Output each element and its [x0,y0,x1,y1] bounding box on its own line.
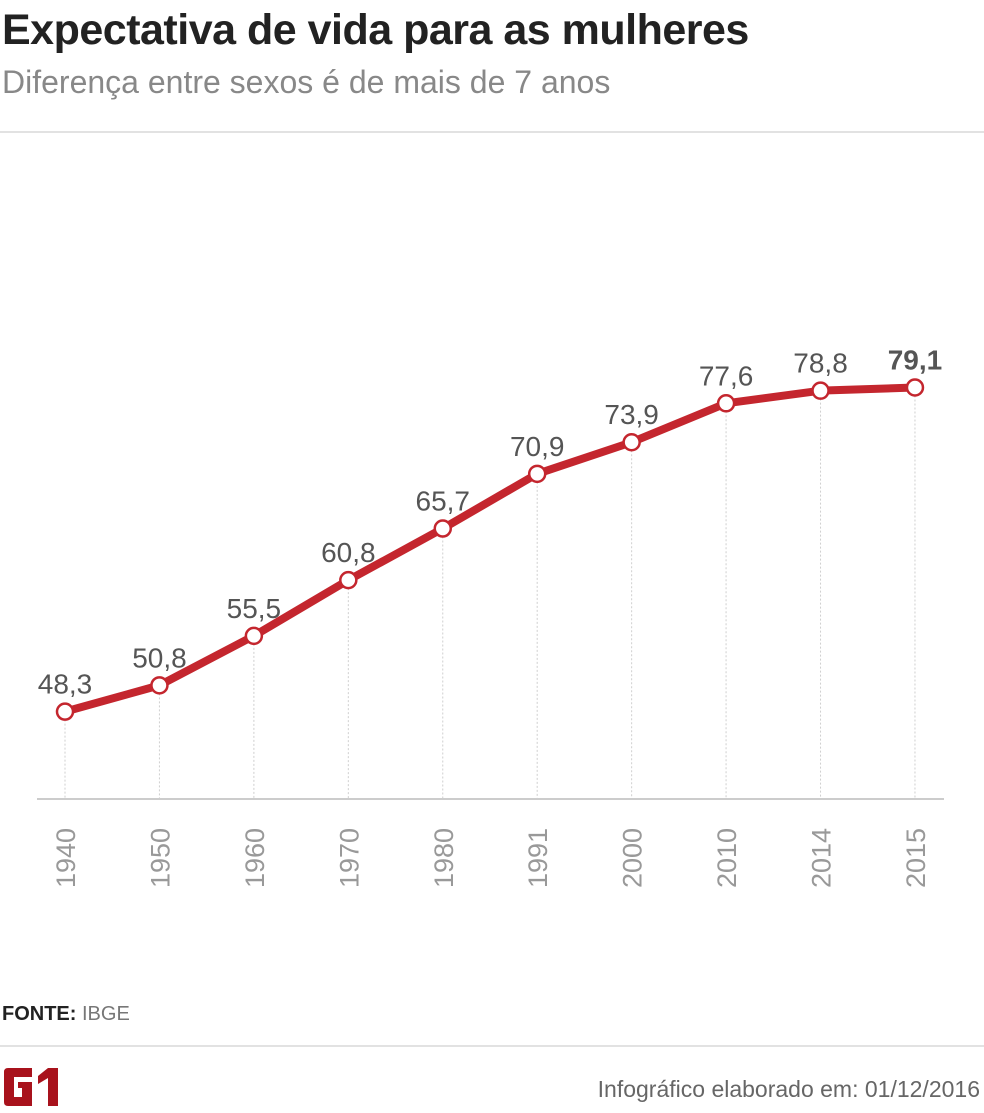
data-point [622,432,641,452]
data-label: 50,8 [132,642,187,673]
data-label: 70,9 [510,431,565,462]
footer-divider [0,1045,984,1047]
data-point [811,381,830,400]
data-label: 48,3 [38,669,93,700]
x-tick-label: 1970 [334,828,364,888]
data-point [339,570,358,590]
source-value: IBGE [82,1003,130,1025]
source-label: FONTE: [2,1003,77,1025]
data-label: 78,8 [793,348,848,379]
series-line [61,383,919,716]
credit-note: Infográfico elaborado em: 01/12/2016 [597,1076,980,1102]
data-point [55,702,75,721]
x-tick-label: 1980 [429,828,459,888]
data-label: 79,1 [888,345,943,376]
g1-logo [2,1066,62,1113]
x-tick-label: 1950 [145,828,175,888]
data-label: 65,7 [416,486,471,517]
data-point [905,378,925,397]
x-tick-label: 2010 [712,828,742,888]
x-tick-label: 2015 [901,828,931,888]
x-tick-label: 2000 [618,828,648,888]
header-divider [0,131,984,133]
data-point [716,394,736,413]
data-point [244,626,264,646]
x-tick-label: 2014 [807,828,837,888]
chart-title: Expectativa de vida para as mulheres [2,6,749,54]
data-point [433,519,453,538]
data-point [150,676,169,695]
data-label: 60,8 [321,537,376,568]
data-point [527,464,547,484]
line-chart: 1940 1950 1960 1970 1980 1991 2000 2010 2014 2015… [37,345,944,888]
x-tick-label: 1940 [51,828,81,888]
data-label: 77,6 [699,360,754,391]
data-label: 73,9 [604,399,659,430]
chart-subtitle: Diferença entre sexos é de mais de 7 ano… [2,64,611,100]
x-tick-label: 1960 [240,828,270,888]
x-tick-label: 1991 [523,828,553,888]
source-note: FONTE: IBGE [2,1003,130,1026]
data-label: 55,5 [227,593,282,624]
